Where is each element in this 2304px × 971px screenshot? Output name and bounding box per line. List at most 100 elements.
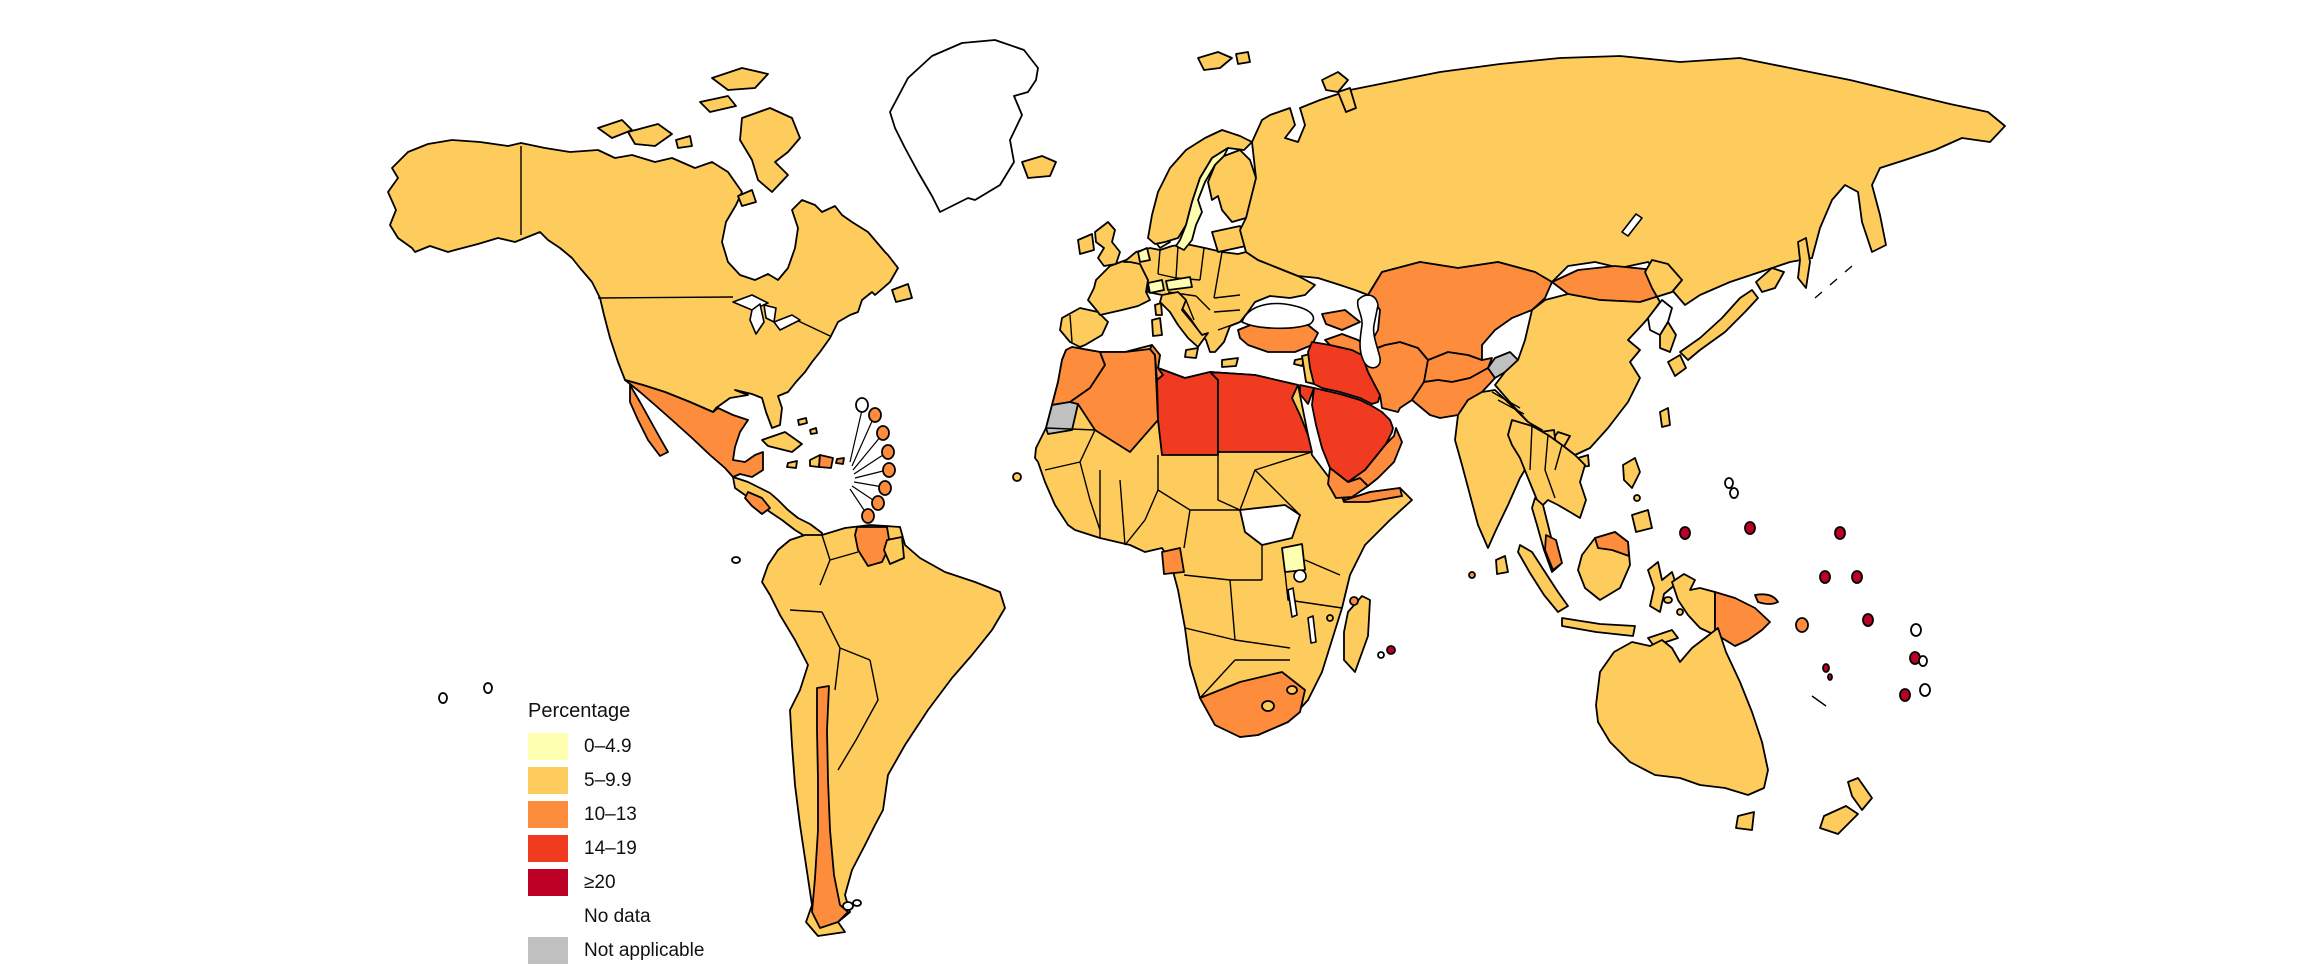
region-sardinia xyxy=(1151,317,1163,337)
legend-label-band1: 5–9.9 xyxy=(584,769,632,791)
region-puerto-rico xyxy=(835,457,845,465)
region-netherlands xyxy=(1137,247,1151,263)
region-greenland xyxy=(889,39,1039,213)
region-norway xyxy=(1147,129,1253,245)
region-south-pacific-isolated xyxy=(438,692,448,704)
map-legend: Percentage 0–4.9 5–9.9 10–13 14–19 ≥20 No dat… xyxy=(528,700,768,971)
region-timor xyxy=(1647,629,1679,647)
region-mauritius xyxy=(1386,645,1396,655)
legend-rows: 0–4.9 5–9.9 10–13 14–19 ≥20 No data Not applic… xyxy=(528,733,768,964)
region-china xyxy=(1494,259,1683,456)
region-japan xyxy=(1679,289,1759,361)
region-philippines xyxy=(1631,509,1653,533)
middle-east-group xyxy=(1237,261,1683,499)
region-tasmania xyxy=(1735,811,1755,831)
legend-item-band2: 10–13 xyxy=(528,801,768,828)
region-iceland xyxy=(1021,155,1057,179)
region-gabon xyxy=(1161,547,1185,575)
region-crete xyxy=(1221,357,1239,368)
region-galapagos xyxy=(731,556,741,564)
region-sumatra xyxy=(1517,544,1569,613)
region-austria xyxy=(1165,276,1193,291)
africa-group xyxy=(1012,344,1413,738)
region-samoa xyxy=(1862,613,1874,627)
region-algeria xyxy=(1069,348,1159,453)
region-finland xyxy=(1207,149,1257,223)
region-baja-california xyxy=(629,384,669,457)
region-falkland-islands xyxy=(852,899,862,907)
new-caledonia xyxy=(1811,695,1827,707)
antilles-leader-lines xyxy=(849,409,888,514)
region-south-america xyxy=(761,524,1006,937)
region-sakhalin xyxy=(1797,237,1811,289)
region-arctic-islands xyxy=(737,189,757,207)
region-svalbard xyxy=(1197,51,1233,71)
region-tuvalu xyxy=(1851,570,1863,584)
region-reunion xyxy=(1377,651,1385,659)
region-sulawesi xyxy=(1647,561,1677,613)
region-arctic-islands xyxy=(739,107,801,193)
region-seychelles xyxy=(1349,596,1359,606)
region-antilles-orange xyxy=(878,480,892,496)
region-japan xyxy=(1755,267,1785,293)
region-south-pacific-isolated xyxy=(483,682,493,694)
legend-swatch-band4 xyxy=(528,869,568,896)
region-kiribati xyxy=(1834,526,1846,540)
usa-canada-border xyxy=(597,296,734,299)
legend-label-na: Not applicable xyxy=(584,939,705,961)
legend-swatch-band1 xyxy=(528,767,568,794)
region-newfoundland xyxy=(891,283,913,303)
region-palau-group xyxy=(1724,477,1734,489)
region-antilles-white xyxy=(855,397,869,413)
region-north-america xyxy=(387,139,899,429)
lake-malawi xyxy=(1307,615,1317,644)
region-antilles-orange xyxy=(881,444,895,460)
region-antilles-orange xyxy=(876,425,890,441)
legend-item-band0: 0–4.9 xyxy=(528,733,768,760)
lake-tanganyika xyxy=(1287,587,1298,618)
region-australia xyxy=(1595,627,1769,796)
region-sicily xyxy=(1184,347,1199,359)
region-maldives xyxy=(1468,571,1476,579)
legend-swatch-nodata xyxy=(528,903,568,930)
region-vanuatu xyxy=(1822,663,1830,673)
legend-label-band3: 14–19 xyxy=(584,837,637,859)
africa-borders xyxy=(1044,427,1343,699)
region-novaya-zemlya xyxy=(1321,71,1349,93)
region-madagascar xyxy=(1343,595,1371,673)
region-fiji xyxy=(1899,688,1911,702)
region-saudi-arabia xyxy=(1311,387,1394,483)
region-uk xyxy=(1094,221,1121,267)
region-moluccas xyxy=(1676,608,1684,616)
region-libya xyxy=(1156,367,1219,456)
region-java xyxy=(1561,617,1636,637)
lake-erie-ontario xyxy=(773,314,801,331)
europe-group xyxy=(1059,51,1316,368)
legend-swatch-band0 xyxy=(528,733,568,760)
lake-victoria xyxy=(1293,569,1307,583)
region-philippines xyxy=(1622,457,1641,489)
legend-item-band4: ≥20 xyxy=(528,869,768,896)
region-mexico xyxy=(624,379,764,478)
region-new-zealand xyxy=(1819,805,1859,835)
region-marshall-islands xyxy=(1744,521,1756,535)
region-central-america xyxy=(732,476,823,541)
region-vanuatu xyxy=(1827,673,1833,681)
legend-label-nodata: No data xyxy=(584,905,651,927)
region-comoros xyxy=(1326,614,1334,622)
region-south-africa xyxy=(1199,671,1306,738)
region-antilles-orange xyxy=(868,407,882,423)
region-new-guinea-west xyxy=(1671,573,1716,636)
legend-swatch-band2 xyxy=(528,801,568,828)
region-oman xyxy=(1347,427,1403,487)
region-swaziland xyxy=(1286,685,1298,695)
region-switzerland xyxy=(1147,279,1165,294)
lake-michigan xyxy=(749,303,765,335)
legend-swatch-band3 xyxy=(528,835,568,862)
region-svalbard xyxy=(1235,51,1251,65)
region-cuba xyxy=(761,431,803,453)
region-pacific-white-1 xyxy=(1910,623,1922,637)
legend-label-band0: 0–4.9 xyxy=(584,735,632,757)
